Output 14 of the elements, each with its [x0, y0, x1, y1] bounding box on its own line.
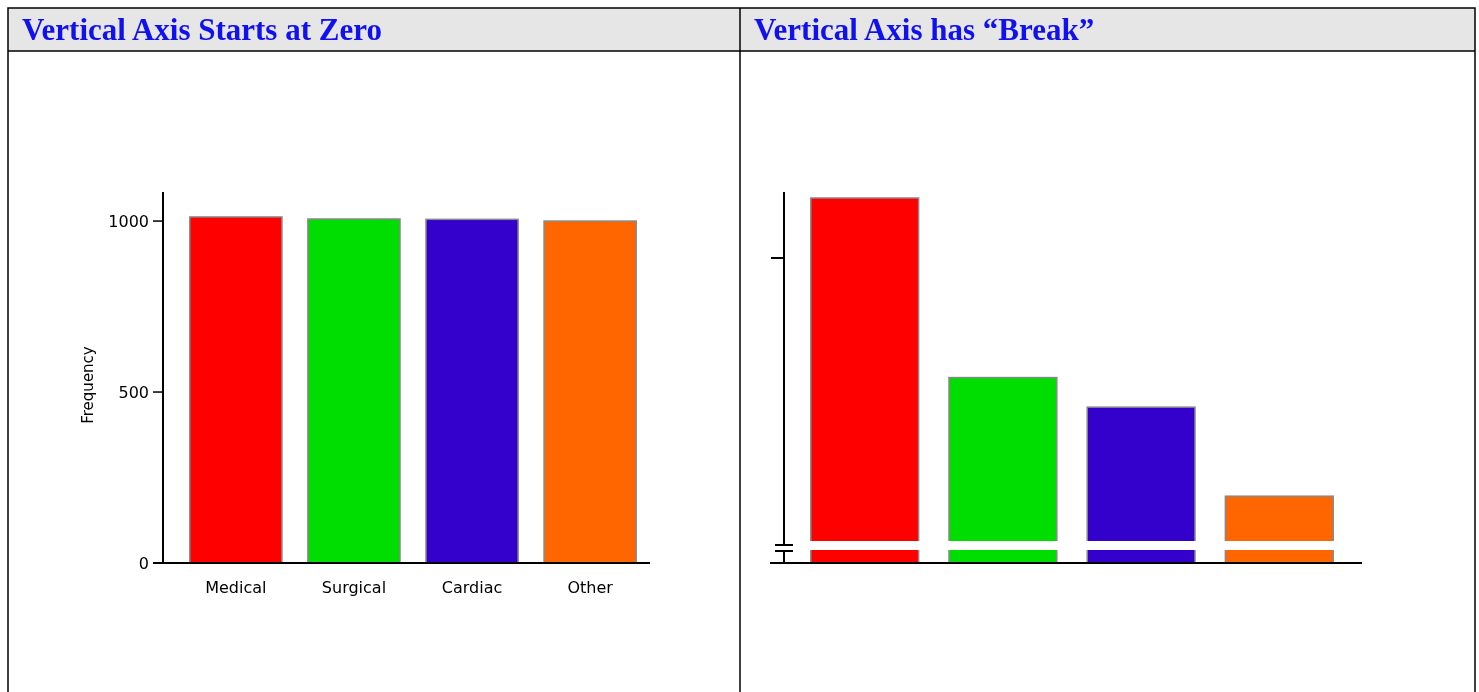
y-tick-label: 0: [138, 553, 149, 573]
bar: [1086, 406, 1196, 564]
y-axis-title: Frequency: [79, 346, 97, 424]
bar: [1224, 495, 1334, 564]
x-tick-label: Medical: [205, 578, 267, 597]
chart-title: Vertical Axis Starts at Zero: [22, 12, 382, 47]
x-tick-label: Other: [567, 578, 614, 597]
chart-title: Vertical Axis has “Break”: [754, 12, 1095, 47]
bar: [948, 376, 1058, 564]
bar: [810, 197, 920, 564]
y-tick-label: 500: [118, 382, 149, 402]
x-tick-label: Surgical: [321, 578, 387, 597]
y-tick-label: 1000: [108, 211, 149, 231]
x-tick-label: Cardiac: [441, 578, 503, 597]
